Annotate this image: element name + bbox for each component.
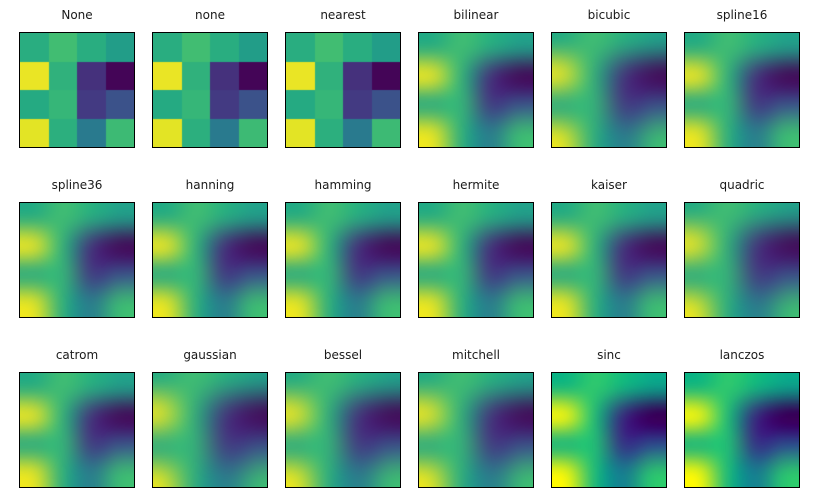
subplot-title: spline36 [51, 178, 103, 192]
subplot-title: hanning [185, 178, 235, 192]
subplot-row: None none nearest bilinear bicubic spline16 [0, 8, 815, 148]
subplot-title: spline16 [716, 8, 768, 22]
subplot-image-sinc [551, 372, 667, 488]
subplot-catrom: catrom [19, 348, 135, 488]
subplot-image-gaussian [152, 372, 268, 488]
subplot-title: bicubic [587, 8, 631, 22]
subplot-sinc: sinc [551, 348, 667, 488]
subplot-image-catrom [19, 372, 135, 488]
subplot-image-None [19, 32, 135, 148]
subplot-title: none [195, 8, 225, 22]
subplot-title: sinc [597, 348, 621, 362]
subplot-nearest: nearest [285, 8, 401, 148]
subplot-none: none [152, 8, 268, 148]
subplot-image-kaiser [551, 202, 667, 318]
subplot-quadric: quadric [684, 178, 800, 318]
subplot-None: None [19, 8, 135, 148]
subplot-spline36: spline36 [19, 178, 135, 318]
subplot-title: gaussian [183, 348, 237, 362]
subplot-bessel: bessel [285, 348, 401, 488]
subplot-image-spline16 [684, 32, 800, 148]
subplot-hermite: hermite [418, 178, 534, 318]
subplot-image-none [152, 32, 268, 148]
subplot-bilinear: bilinear [418, 8, 534, 148]
subplot-title: mitchell [452, 348, 500, 362]
subplot-image-spline36 [19, 202, 135, 318]
subplot-image-bicubic [551, 32, 667, 148]
subplot-lanczos: lanczos [684, 348, 800, 488]
subplot-row: spline36 hanning hamming hermite kaiser quadr… [0, 178, 815, 318]
subplot-image-nearest [285, 32, 401, 148]
subplot-title: catrom [55, 348, 99, 362]
subplot-image-hamming [285, 202, 401, 318]
subplot-title: nearest [320, 8, 366, 22]
subplot-row: catrom gaussian bessel mitchell sinc lanczos [0, 348, 815, 488]
subplot-hamming: hamming [285, 178, 401, 318]
subplot-title: bilinear [453, 8, 499, 22]
subplot-spline16: spline16 [684, 8, 800, 148]
subplot-title: hermite [452, 178, 500, 192]
subplot-image-bessel [285, 372, 401, 488]
subplot-image-quadric [684, 202, 800, 318]
subplot-image-hanning [152, 202, 268, 318]
subplot-bicubic: bicubic [551, 8, 667, 148]
subplot-image-lanczos [684, 372, 800, 488]
subplot-title: quadric [719, 178, 765, 192]
subplot-title: bessel [323, 348, 363, 362]
subplot-hanning: hanning [152, 178, 268, 318]
subplot-mitchell: mitchell [418, 348, 534, 488]
subplot-title: kaiser [591, 178, 627, 192]
subplot-title: None [61, 8, 93, 22]
subplot-image-bilinear [418, 32, 534, 148]
subplot-gaussian: gaussian [152, 348, 268, 488]
subplot-image-hermite [418, 202, 534, 318]
subplot-kaiser: kaiser [551, 178, 667, 318]
subplot-title: lanczos [719, 348, 765, 362]
subplot-title: hamming [314, 178, 372, 192]
subplot-image-mitchell [418, 372, 534, 488]
